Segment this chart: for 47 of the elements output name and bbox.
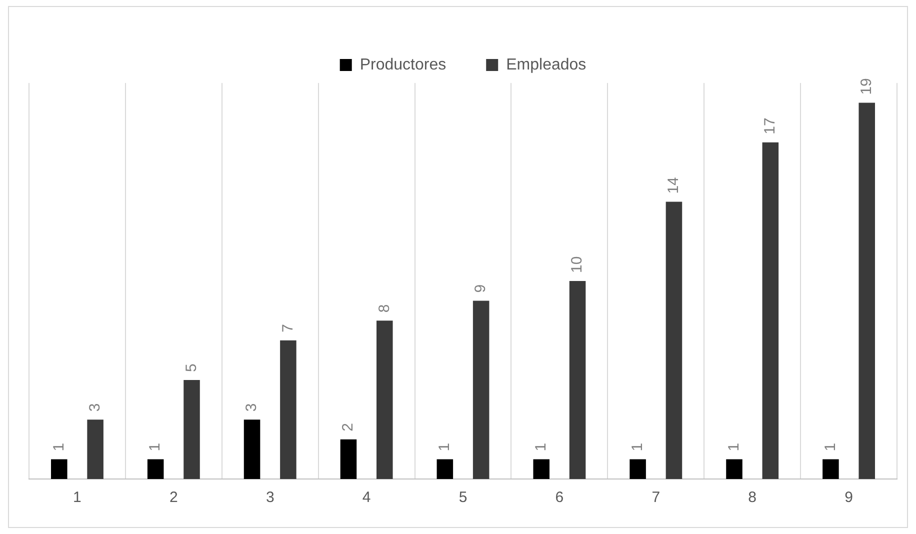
legend-label: Productores — [360, 56, 446, 74]
x-tick-label: 2 — [169, 489, 178, 506]
bar — [630, 459, 646, 479]
bar — [726, 459, 742, 479]
data-label: 1 — [436, 442, 454, 452]
bar — [533, 459, 550, 479]
data-label: 1 — [50, 442, 68, 452]
data-label: 9 — [472, 284, 490, 293]
data-label: 17 — [762, 118, 779, 134]
bar — [51, 459, 68, 479]
data-label: 5 — [182, 364, 200, 372]
x-tick-label: 8 — [748, 489, 757, 506]
bar — [244, 420, 260, 479]
data-label: 14 — [665, 177, 682, 194]
bar — [147, 459, 164, 479]
x-tick-label: 1 — [73, 489, 82, 506]
x-tick-label: 5 — [458, 489, 468, 506]
x-tick-label: 3 — [266, 489, 274, 506]
data-label: 2 — [340, 423, 357, 432]
bar — [822, 459, 839, 479]
data-label: 1 — [532, 442, 550, 452]
data-label: 1 — [628, 442, 646, 452]
bar — [340, 439, 357, 479]
bar — [762, 142, 779, 479]
data-label: 8 — [376, 304, 393, 313]
data-label: 1 — [146, 442, 164, 452]
bar — [472, 300, 490, 479]
data-label: 3 — [243, 403, 260, 412]
data-label: 3 — [86, 403, 104, 412]
data-label: 1 — [725, 442, 742, 452]
bar — [184, 380, 200, 479]
bar — [436, 459, 454, 479]
x-tick-label: 7 — [652, 489, 660, 506]
data-label: 10 — [568, 256, 586, 273]
bar — [280, 340, 296, 479]
x-tick-label: 6 — [555, 489, 564, 506]
x-tick-label: 4 — [362, 489, 371, 506]
data-label: 19 — [858, 78, 875, 95]
legend-label: Empleados — [506, 56, 586, 74]
bar — [376, 320, 393, 479]
bar — [858, 102, 875, 479]
bar — [87, 420, 104, 479]
x-tick-label: 9 — [844, 489, 853, 506]
bar — [666, 202, 682, 479]
bar — [569, 281, 586, 479]
data-label: 7 — [279, 324, 296, 332]
data-label: 1 — [822, 442, 839, 452]
